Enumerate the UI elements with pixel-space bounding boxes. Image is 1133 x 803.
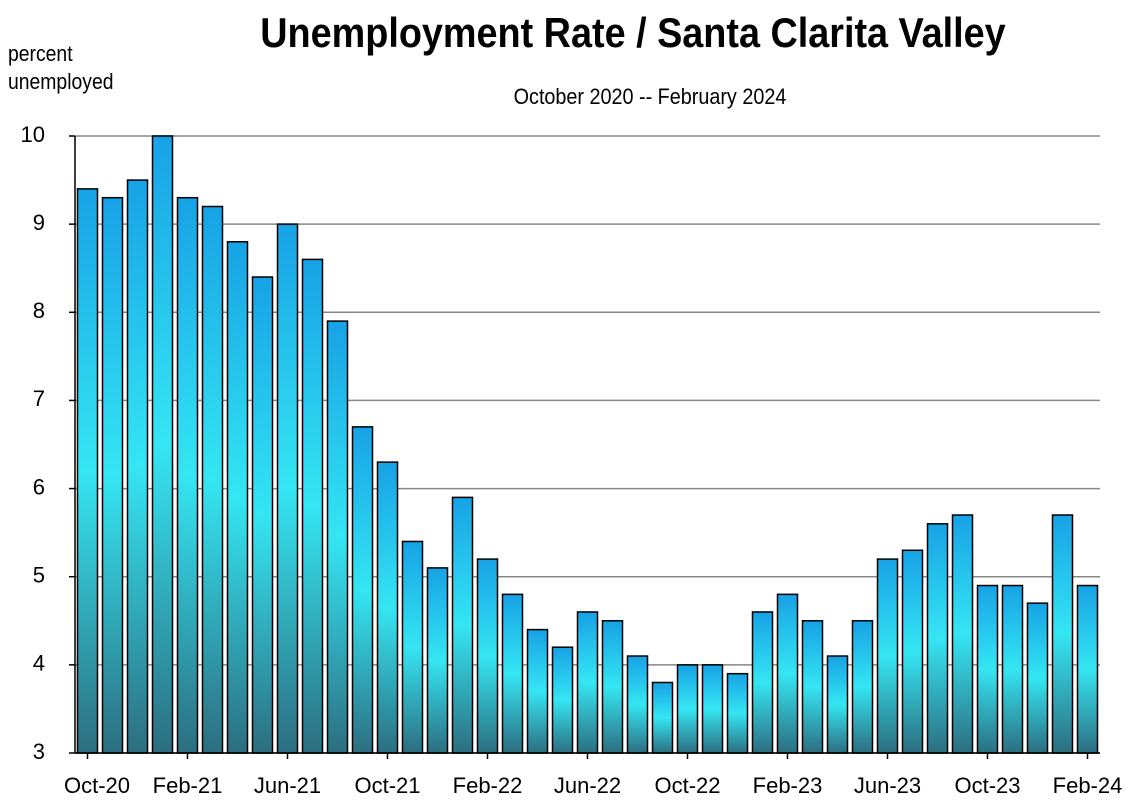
bar xyxy=(976,584,999,754)
chart-title: Unemployment Rate / Santa Clarita Valley xyxy=(260,10,1005,56)
bar xyxy=(926,523,949,754)
bar xyxy=(801,620,824,754)
bar xyxy=(201,205,224,754)
bar xyxy=(901,549,924,754)
y-tick-label: 7 xyxy=(33,386,45,411)
x-tick-label: Jun-23 xyxy=(854,773,921,798)
x-tick-label: Feb-21 xyxy=(153,773,223,798)
bar xyxy=(951,514,974,754)
bar xyxy=(401,540,424,754)
bar xyxy=(751,611,774,754)
y-tick-label: 6 xyxy=(33,474,45,499)
y-tick-label: 9 xyxy=(33,210,45,235)
bar xyxy=(326,320,349,754)
bar xyxy=(776,593,799,754)
bar xyxy=(626,655,649,754)
x-tick-label: Jun-22 xyxy=(554,773,621,798)
y-tick-label: 4 xyxy=(33,651,45,676)
bar xyxy=(351,426,374,754)
x-tick-label: Feb-23 xyxy=(753,773,823,798)
bar xyxy=(826,655,849,754)
bar xyxy=(576,611,599,754)
bar xyxy=(126,179,149,754)
y-tick-label: 5 xyxy=(33,563,45,588)
x-tick-label: Feb-24 xyxy=(1053,773,1123,798)
bar xyxy=(451,496,474,754)
x-tick-label: Oct-22 xyxy=(654,773,720,798)
chart-subtitle: October 2020 -- February 2024 xyxy=(514,85,787,109)
bar xyxy=(1051,514,1074,754)
bar xyxy=(76,188,99,754)
bar xyxy=(651,681,674,754)
bar xyxy=(726,672,749,754)
bar xyxy=(526,628,549,754)
bar xyxy=(851,620,874,754)
bar xyxy=(1001,584,1024,754)
x-tick-label: Oct-20 xyxy=(64,773,130,798)
bar xyxy=(376,461,399,754)
y-tick-label: 10 xyxy=(21,122,45,147)
bar xyxy=(151,135,174,754)
y-tick-label: 8 xyxy=(33,298,45,323)
bar xyxy=(476,558,499,754)
bar xyxy=(251,276,274,754)
y-axis-label: percent unemployed xyxy=(8,41,114,94)
bar xyxy=(551,646,574,754)
bar xyxy=(676,664,699,754)
bar xyxy=(876,558,899,754)
bar xyxy=(701,664,724,754)
bar xyxy=(1076,584,1099,754)
x-tick-label: Oct-23 xyxy=(954,773,1020,798)
bar xyxy=(276,223,299,754)
bar xyxy=(301,258,324,754)
bar xyxy=(601,620,624,754)
bar xyxy=(1026,602,1049,754)
bar xyxy=(501,593,524,754)
x-tick-label: Oct-21 xyxy=(354,773,420,798)
x-tick-label: Jun-21 xyxy=(254,773,321,798)
bar xyxy=(101,196,124,754)
bar xyxy=(226,241,249,754)
x-tick-label: Feb-22 xyxy=(453,773,523,798)
y-tick-label: 3 xyxy=(33,739,45,764)
bar xyxy=(176,196,199,754)
bar xyxy=(426,567,449,754)
